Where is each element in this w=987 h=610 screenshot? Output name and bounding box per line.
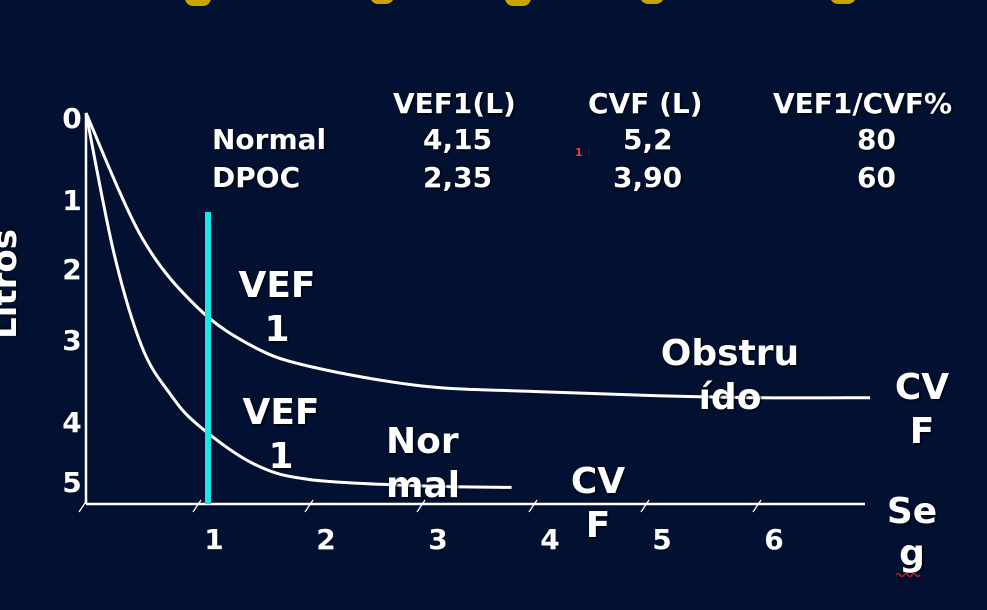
y-tick-label: 1	[62, 184, 81, 217]
x-tick-label: 2	[316, 523, 335, 556]
y-tick-label: 4	[62, 406, 81, 439]
x-axis-title: Seg	[886, 491, 938, 574]
curves	[84, 112, 871, 489]
x-tick-mark	[640, 499, 650, 513]
y-axis-title: Litros	[0, 229, 25, 339]
table-header-vef1: VEF1(L)	[393, 87, 516, 120]
tick-labels: 1 2 3 4 5 6 0 1 2 3 4 5	[62, 102, 783, 556]
table-header-cvf: CVF (L)	[588, 87, 703, 120]
y-tick-label: 5	[62, 466, 81, 499]
vef1-normal-label: VEF 1	[242, 392, 320, 477]
y-tick-label: 2	[62, 253, 81, 286]
x-tick-label: 5	[652, 523, 671, 556]
series-line-obstrudo	[84, 112, 871, 400]
x-tick-label: 1	[204, 523, 223, 556]
table-cell-ratio: 80	[857, 123, 896, 156]
title-fragment	[185, 0, 855, 6]
x-tick-mark	[528, 499, 538, 513]
x-tick-label: 3	[428, 523, 447, 556]
x-tick-mark	[304, 499, 314, 513]
series-line-normal	[84, 112, 512, 489]
table-header-ratio: VEF1/CVF%	[773, 87, 953, 120]
table-cell-ratio: 60	[857, 161, 896, 194]
table-cell-cvf: 5,2	[623, 123, 673, 156]
cvf-obstruido-label: CV F	[894, 367, 950, 452]
table-row-label: Normal	[212, 123, 327, 156]
axes	[78, 113, 865, 513]
obstruido-label: Obstru ído	[660, 333, 800, 418]
x-tick-label: 4	[540, 523, 559, 556]
table-cell-vef1: 2,35	[423, 161, 493, 194]
x-tick-mark	[78, 499, 88, 513]
x-tick-label: 6	[764, 523, 783, 556]
y-tick-label: 0	[62, 102, 81, 135]
normal-label: Nor mal	[386, 421, 461, 506]
x-tick-mark	[752, 499, 762, 513]
table-cell-cvf: 3,90	[613, 161, 683, 194]
vef1-obstruido-label: VEF 1	[238, 265, 316, 350]
x-tick-mark	[416, 499, 426, 513]
x-tick-mark	[192, 499, 202, 513]
table-row-label: DPOC	[212, 161, 301, 194]
cvf-normal-label: CV F	[570, 461, 626, 546]
table-cell-vef1: 4,15	[423, 123, 493, 156]
footnote-marker: 1	[575, 146, 583, 159]
y-tick-label: 3	[62, 324, 81, 357]
